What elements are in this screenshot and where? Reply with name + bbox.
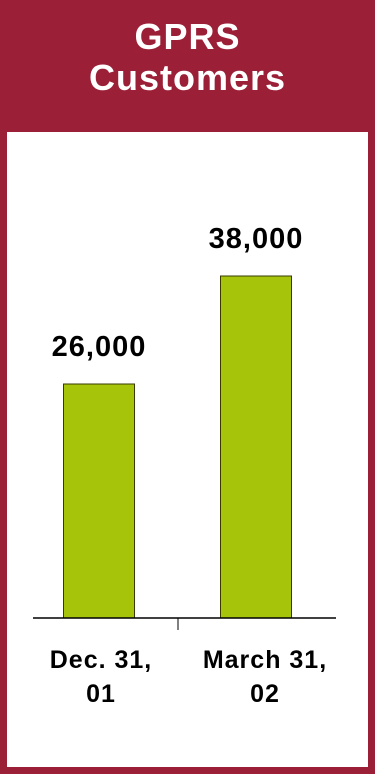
x-tick-label-1-line-2: 01: [86, 680, 116, 708]
chart-title-line-1: GPRS: [134, 16, 241, 57]
chart-title-line-2: Customers: [88, 57, 287, 98]
x-tick-label-1-line-1: Dec. 31,: [50, 646, 153, 674]
bar-2: [220, 275, 292, 619]
x-tick-label-2-line-2: 02: [250, 680, 280, 708]
bar-1: [63, 383, 135, 619]
data-label-2: 38,000: [209, 223, 304, 255]
chart-title: GPRS Customers: [0, 16, 375, 98]
x-tick-label-2-line-1: March 31,: [203, 646, 327, 674]
data-label-1: 26,000: [52, 331, 147, 363]
